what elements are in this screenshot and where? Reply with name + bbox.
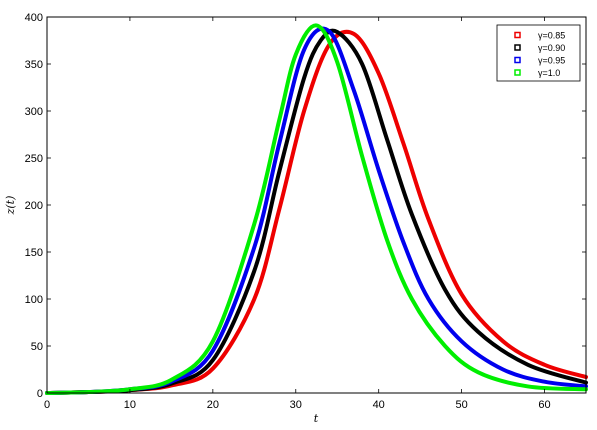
legend-marker bbox=[514, 44, 521, 51]
series-line-2 bbox=[45, 28, 588, 395]
x-tick-label: 40 bbox=[373, 399, 385, 411]
x-axis-label: t bbox=[314, 412, 319, 425]
y-tick-label: 300 bbox=[25, 106, 43, 118]
series-line-1 bbox=[45, 29, 588, 395]
x-axis: 0 10 20 30 40 50 60 bbox=[44, 17, 551, 411]
legend-label: γ=0.85 bbox=[538, 31, 565, 41]
series-layer bbox=[45, 23, 588, 395]
y-tick-label: 100 bbox=[25, 294, 43, 306]
y-tick-label: 250 bbox=[25, 153, 43, 165]
series-line-3 bbox=[45, 26, 588, 395]
legend-label: γ=1.0 bbox=[538, 68, 560, 78]
legend-marker bbox=[514, 31, 521, 39]
y-tick-label: 0 bbox=[37, 388, 43, 400]
legend-box bbox=[496, 24, 581, 82]
y-axis-label: z(t) bbox=[4, 196, 17, 216]
series-line-4 bbox=[45, 23, 588, 395]
x-tick-label: 20 bbox=[207, 399, 219, 411]
legend: γ=0.85 γ=0.90 γ=0.95 γ=1.0 bbox=[496, 24, 581, 82]
x-tick-label: 60 bbox=[538, 399, 550, 411]
x-tick-label: 50 bbox=[455, 399, 467, 411]
y-tick-label: 50 bbox=[31, 341, 43, 353]
legend-marker bbox=[514, 69, 521, 76]
legend-marker bbox=[514, 56, 521, 64]
legend-label: γ=0.90 bbox=[538, 43, 565, 53]
y-tick-label: 350 bbox=[25, 59, 43, 71]
y-tick-label: 400 bbox=[25, 12, 43, 24]
y-axis: 0 50 100 150 200 250 300 350 400 bbox=[25, 12, 586, 400]
y-tick-label: 150 bbox=[25, 247, 43, 259]
legend-label: γ=0.95 bbox=[538, 56, 565, 66]
y-tick-label: 200 bbox=[25, 200, 43, 212]
x-tick-label: 10 bbox=[124, 399, 136, 411]
x-tick-label: 0 bbox=[44, 399, 50, 411]
x-tick-label: 30 bbox=[290, 399, 302, 411]
